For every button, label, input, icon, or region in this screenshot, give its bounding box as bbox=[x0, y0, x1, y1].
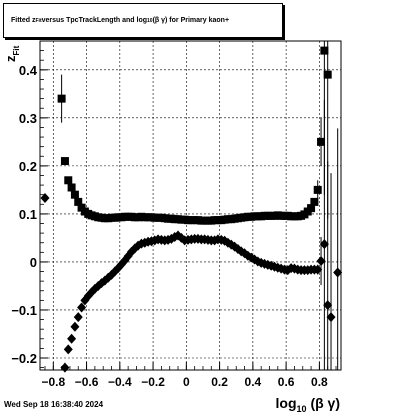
data-point-square bbox=[67, 183, 76, 192]
x-tick-label: 0 bbox=[183, 375, 190, 389]
y-tick-label: −0.2 bbox=[11, 351, 37, 366]
data-point-diamond bbox=[63, 344, 73, 355]
title-subscript: Fit bbox=[35, 17, 42, 24]
x-tick-label: 0.2 bbox=[211, 375, 228, 389]
data-point-diamond bbox=[60, 362, 70, 373]
data-point-diamond bbox=[323, 300, 333, 311]
y-tick-label: 0.1 bbox=[19, 207, 37, 222]
y-tick-label: 0.4 bbox=[19, 63, 38, 78]
data-point-square bbox=[70, 190, 79, 199]
data-point-square bbox=[317, 137, 326, 146]
data-point-square bbox=[307, 204, 316, 213]
title-prefix: Fitted z bbox=[11, 17, 36, 24]
data-point-diamond bbox=[313, 264, 323, 275]
x-tick-label: −0.2 bbox=[141, 375, 165, 389]
x-tick-label: 0.4 bbox=[245, 375, 262, 389]
title-suffix: (β γ) for Primary kaon+ bbox=[152, 17, 230, 24]
data-point-diamond bbox=[319, 239, 329, 250]
x-tick-label: −0.6 bbox=[75, 375, 99, 389]
y-tick-label: −0.1 bbox=[11, 303, 37, 318]
y-tick-label: 0.2 bbox=[19, 159, 37, 174]
data-point-diamond bbox=[333, 267, 343, 278]
timestamp: Wed Sep 18 16:38:40 2024 bbox=[4, 400, 104, 409]
grid bbox=[40, 41, 341, 370]
data-point-square bbox=[313, 185, 322, 194]
data-point-diamond bbox=[77, 302, 87, 313]
data-point-diamond bbox=[70, 321, 80, 332]
y-axis-label-main: z bbox=[3, 55, 18, 62]
data-point-square bbox=[74, 197, 83, 206]
y-tick-label: 0 bbox=[30, 255, 37, 270]
x-tick-label: −0.4 bbox=[108, 375, 132, 389]
y-axis-label: zFit bbox=[3, 45, 21, 62]
data-point-square bbox=[60, 157, 69, 166]
plot-frame bbox=[39, 40, 342, 371]
data-point-diamond bbox=[73, 312, 83, 323]
title-middle: versus TpcTrackLength and log bbox=[41, 17, 148, 24]
y-axis-label-sub: Fit bbox=[12, 45, 21, 55]
chart-title: Fitted z Fit versus TpcTrackLength and lo… bbox=[3, 3, 283, 38]
x-tick-label: −0.8 bbox=[41, 375, 65, 389]
data-point-diamond bbox=[326, 312, 336, 323]
y-tick-label: 0.3 bbox=[19, 111, 37, 126]
data-point-square bbox=[310, 197, 319, 206]
data-point-square bbox=[57, 94, 66, 103]
x-axis-label-sub: 10 bbox=[297, 404, 307, 414]
data-point-square bbox=[323, 70, 332, 79]
data-point-diamond bbox=[40, 193, 50, 204]
data-point-square bbox=[320, 46, 329, 55]
x-axis-label-rest: (β γ) bbox=[307, 395, 340, 411]
x-tick-label: 0.6 bbox=[278, 375, 295, 389]
data-point-square bbox=[64, 176, 73, 185]
axes: −0.8 −0.6 −0.4 −0.2 0 0.2 0.4 0.6 0.8 −0.2 −0.1 0 0.… bbox=[11, 50, 337, 389]
data-point-diamond bbox=[250, 254, 260, 265]
x-axis-label: log10 (β γ) bbox=[276, 395, 340, 414]
data-point-diamond bbox=[243, 250, 253, 261]
data-point-diamond bbox=[240, 248, 250, 259]
data-point-diamond bbox=[67, 333, 77, 344]
x-tick-label: 0.8 bbox=[311, 375, 328, 389]
title-subscript-2: 10 bbox=[147, 17, 153, 24]
data-marks bbox=[40, 41, 343, 373]
data-point-diamond bbox=[316, 255, 326, 266]
x-axis-label-main: log bbox=[276, 395, 297, 411]
